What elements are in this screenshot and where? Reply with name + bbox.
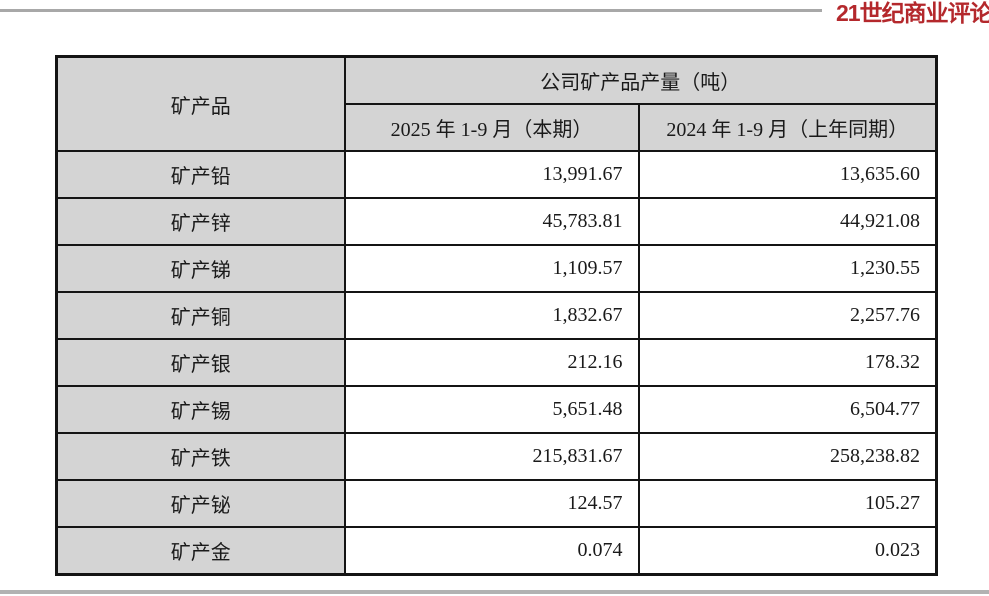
row-current-value: 1,109.57 bbox=[343, 244, 640, 293]
row-label: 矿产金 bbox=[55, 526, 346, 576]
brand-logo: 21世纪商业评论 bbox=[836, 0, 989, 26]
header-row-periods: 2025 年 1-9 月（本期） 2024 年 1-9 月（上年同期） bbox=[57, 103, 938, 152]
table-row: 矿产锑 1,109.57 1,230.55 bbox=[55, 244, 938, 293]
row-current-value: 5,651.48 bbox=[343, 385, 640, 434]
row-label: 矿产铜 bbox=[55, 291, 346, 340]
table-row: 矿产铅 13,991.67 13,635.60 bbox=[55, 150, 938, 199]
table-row: 矿产银 212.16 178.32 bbox=[55, 338, 938, 387]
header-product-column: 矿产品 bbox=[55, 55, 346, 152]
row-prior-value: 258,238.82 bbox=[637, 432, 938, 481]
row-label: 矿产锑 bbox=[55, 244, 346, 293]
mineral-production-table: 矿产品 公司矿产品产量（吨） 2025 年 1-9 月（本期） 2024 年 1… bbox=[55, 55, 938, 576]
row-prior-value: 105.27 bbox=[637, 479, 938, 528]
row-label: 矿产铋 bbox=[55, 479, 346, 528]
table-row: 矿产锡 5,651.48 6,504.77 bbox=[55, 385, 938, 434]
header-group-output: 公司矿产品产量（吨） bbox=[343, 55, 938, 105]
header-period-current: 2025 年 1-9 月（本期） bbox=[343, 103, 640, 152]
row-label: 矿产锌 bbox=[55, 197, 346, 246]
row-label: 矿产铅 bbox=[55, 150, 346, 199]
row-current-value: 124.57 bbox=[343, 479, 640, 528]
row-label: 矿产锡 bbox=[55, 385, 346, 434]
table-row: 矿产铜 1,832.67 2,257.76 bbox=[55, 291, 938, 340]
table-row: 矿产铁 215,831.67 258,238.82 bbox=[55, 432, 938, 481]
row-prior-value: 44,921.08 bbox=[637, 197, 938, 246]
footer-rule bbox=[0, 590, 989, 594]
row-current-value: 13,991.67 bbox=[343, 150, 640, 199]
row-current-value: 215,831.67 bbox=[343, 432, 640, 481]
row-current-value: 212.16 bbox=[343, 338, 640, 387]
row-prior-value: 0.023 bbox=[637, 526, 938, 576]
row-prior-value: 13,635.60 bbox=[637, 150, 938, 199]
row-current-value: 0.074 bbox=[343, 526, 640, 576]
table-row: 矿产铋 124.57 105.27 bbox=[55, 479, 938, 528]
masthead-rule bbox=[0, 9, 822, 12]
row-prior-value: 1,230.55 bbox=[637, 244, 938, 293]
row-current-value: 1,832.67 bbox=[343, 291, 640, 340]
table-row: 矿产金 0.074 0.023 bbox=[55, 526, 938, 576]
row-prior-value: 6,504.77 bbox=[637, 385, 938, 434]
table-header: 矿产品 公司矿产品产量（吨） 2025 年 1-9 月（本期） 2024 年 1… bbox=[55, 55, 938, 152]
header-period-prior: 2024 年 1-9 月（上年同期） bbox=[637, 103, 938, 152]
table-row: 矿产锌 45,783.81 44,921.08 bbox=[55, 197, 938, 246]
row-current-value: 45,783.81 bbox=[343, 197, 640, 246]
header-row-group: 矿产品 公司矿产品产量（吨） bbox=[55, 55, 938, 152]
table-body: 矿产铅 13,991.67 13,635.60 矿产锌 45,783.81 44… bbox=[55, 150, 938, 576]
row-label: 矿产银 bbox=[55, 338, 346, 387]
row-prior-value: 178.32 bbox=[637, 338, 938, 387]
row-label: 矿产铁 bbox=[55, 432, 346, 481]
row-prior-value: 2,257.76 bbox=[637, 291, 938, 340]
